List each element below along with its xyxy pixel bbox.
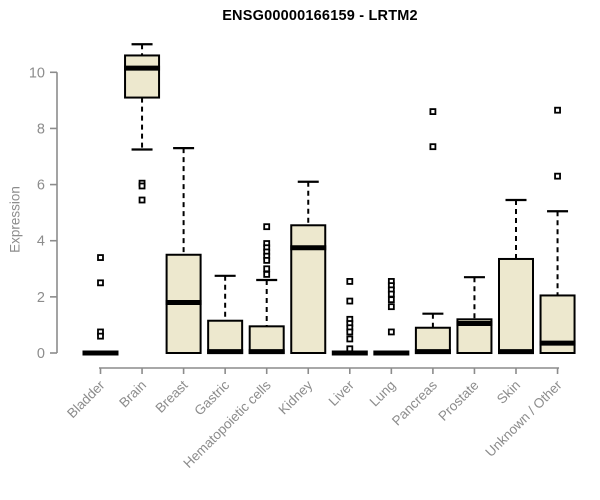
outlier-liver (346, 335, 354, 343)
box-pancreas (414, 326, 451, 354)
outlier-lung (387, 303, 395, 311)
box-skin (498, 257, 534, 355)
outlier-liver (346, 328, 354, 336)
box-kidney (290, 224, 327, 354)
y-tick-label: 8 (37, 121, 45, 137)
outlier-unknown-other (554, 106, 561, 114)
outlier-lung (387, 328, 395, 336)
outlier-hematopoietic-cells (263, 265, 271, 273)
x-tick-label: Brain (116, 378, 149, 411)
outlier-bladder (97, 332, 104, 340)
outlier-lung (387, 290, 395, 298)
outlier-hematopoietic-cells (263, 256, 271, 264)
outlier-liver (346, 278, 354, 285)
box-gastric (207, 319, 244, 355)
outlier-bladder (97, 254, 104, 261)
x-tick-label: Bladder (64, 377, 108, 421)
box-hematopoietic-cells (248, 325, 285, 354)
y-tick-label: 4 (37, 234, 45, 250)
x-tick-label: Liver (326, 377, 358, 409)
x-tick-label: Prostate (435, 378, 481, 424)
y-tick-label: 2 (37, 290, 45, 306)
x-tick-label: Kidney (276, 377, 316, 417)
y-tick-label: 6 (37, 178, 45, 194)
x-tick-label: Unknown / Other (482, 377, 565, 460)
outlier-bladder (97, 279, 104, 287)
outlier-hematopoietic-cells (263, 271, 271, 278)
outlier-brain (138, 182, 146, 190)
outlier-pancreas (429, 108, 437, 115)
outlier-brain (138, 196, 146, 204)
y-axis-label: Expression (7, 186, 23, 253)
y-tick-label: 10 (29, 65, 45, 81)
outlier-liver (346, 297, 354, 305)
x-tick-label: Lung (367, 378, 399, 410)
outlier-liver (346, 345, 354, 353)
chart-title: ENSG00000166159 - LRTM2 (222, 8, 418, 24)
outlier-pancreas (429, 143, 437, 151)
y-tick-label: 0 (37, 346, 45, 362)
x-tick-label: Breast (153, 377, 191, 415)
outlier-lung (387, 296, 395, 304)
outlier-hematopoietic-cells (263, 223, 271, 231)
x-tick-label: Skin (494, 378, 523, 407)
box-brain (124, 54, 161, 99)
outlier-unknown-other (554, 172, 561, 180)
x-tick-label: Pancreas (389, 377, 440, 428)
x-tick-label: Gastric (191, 377, 232, 418)
